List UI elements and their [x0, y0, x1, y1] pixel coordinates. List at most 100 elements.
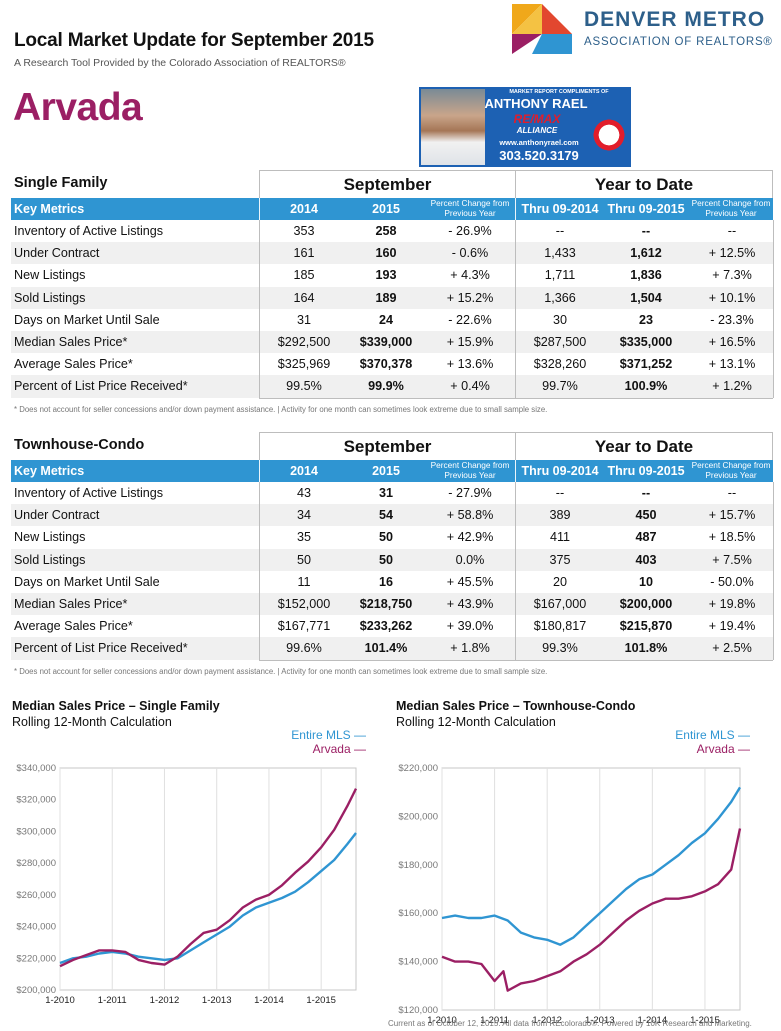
header-col: 2014: [290, 464, 318, 478]
period-header-ytd: Year to Date: [515, 432, 773, 460]
table-cell: $328,260: [533, 357, 587, 372]
y-tick-label: $320,000: [16, 795, 56, 806]
metric-label: Sold Listings: [14, 290, 86, 305]
table-cell: 164: [293, 290, 315, 305]
table-cell: + 12.5%: [708, 246, 756, 261]
table-cell: $287,500: [533, 334, 587, 349]
table-cell: 189: [375, 290, 397, 305]
table-cell: --: [555, 486, 565, 500]
table-cell: 450: [635, 508, 657, 523]
median-price-single-family-chart: 1-2010 1-2011 1-2012 1-2013 1-2014 1-2015 $200…: [16, 763, 358, 1006]
header-col: Thru 09-2015: [607, 202, 685, 216]
table-cell: 31: [378, 486, 393, 500]
table-cell: 258: [375, 224, 397, 238]
metric-label: Percent of List Price Received*: [14, 641, 188, 656]
x-tick-label: 1-2011: [98, 995, 127, 1006]
table-cell: $370,378: [359, 357, 413, 372]
table-cell: + 19.4%: [708, 619, 756, 634]
x-tick-label: 1-2012: [150, 995, 180, 1006]
table-cell: --: [641, 486, 651, 500]
x-tick-label: 1-2013: [202, 995, 232, 1006]
table-row: Percent of List Price Received* 99.5% 99.9…: [11, 375, 774, 398]
table-cell: + 13.6%: [446, 357, 494, 372]
table-cell: + 18.5%: [708, 530, 756, 545]
table-cell: + 16.5%: [708, 334, 756, 349]
metric-label: Under Contract: [14, 508, 100, 523]
table-cell: 35: [296, 530, 311, 545]
association-logo: DENVER METRO ASSOCIATION OF REALTORS®: [512, 4, 772, 54]
table-cell: 24: [378, 312, 393, 327]
table-cell: + 43.9%: [446, 596, 494, 611]
metric-label: Days on Market Until Sale: [14, 312, 160, 327]
table-cell: $215,870: [619, 619, 673, 634]
table-row: Under Contract 34 54 + 58.8% 389 450 + 15.7%: [11, 504, 774, 527]
header-key-metrics: Key Metrics: [14, 464, 85, 478]
table-cell: 101.8%: [624, 641, 668, 656]
table-cell: 34: [296, 508, 311, 523]
logo-line-1: DENVER METRO: [584, 8, 766, 31]
table-header-row: Key Metrics 2014 2015 Percent Change fro…: [11, 198, 773, 220]
table-cell: 54: [378, 508, 393, 523]
x-tick-label: 1-2013: [585, 1015, 615, 1026]
metric-label: Inventory of Active Listings: [14, 224, 164, 238]
table-row: New Listings 35 50 + 42.9% 411 487 + 18.5%: [11, 526, 774, 549]
x-tick-label: 1-2010: [427, 1015, 457, 1026]
table-row: Under Contract 161 160 - 0.6% 1,433 1,612 + 12…: [11, 242, 774, 265]
table-cell: + 4.3%: [450, 268, 490, 283]
table-cell: 99.6%: [286, 641, 322, 656]
y-tick-label: $180,000: [398, 860, 438, 871]
table-cell: - 27.9%: [448, 486, 492, 500]
table-cell: 20: [552, 574, 567, 589]
period-header-month: September: [259, 170, 515, 198]
table-cell: --: [727, 224, 737, 238]
city-name: Arvada: [13, 86, 143, 129]
header-key-metrics: Key Metrics: [14, 202, 85, 216]
table-cell: $152,000: [277, 596, 331, 611]
table-cell: 1,836: [630, 268, 662, 283]
table-cell: $371,252: [619, 357, 673, 372]
y-tick-label: $120,000: [398, 1005, 438, 1016]
table-header-row: Key Metrics 2014 2015 Percent Change fro…: [11, 460, 773, 482]
x-tick-label: 1-2012: [532, 1015, 562, 1026]
chart-subtitle: Rolling 12-Month Calculation: [396, 715, 556, 729]
agent-banner[interactable]: MARKET REPORT COMPLIMENTS OF ANTHONY RAE…: [419, 87, 631, 167]
table-cell: 411: [549, 530, 571, 545]
metric-label: Under Contract: [14, 246, 100, 261]
header-col: Thru 09-2014: [521, 202, 599, 216]
table-cell: $325,969: [277, 357, 331, 372]
series-line-entire-mls: [59, 832, 357, 965]
table-cell: + 39.0%: [446, 619, 494, 634]
table-cell: --: [727, 486, 737, 500]
chart-legend: Entire MLS — Arvada —: [675, 728, 750, 756]
table-cell: + 19.8%: [708, 596, 756, 611]
x-tick-label: 1-2014: [254, 995, 284, 1006]
header-col: Thru 09-2015: [607, 464, 685, 478]
table-row: Inventory of Active Listings 43 31 - 27.9% -…: [11, 482, 774, 505]
period-header-month: September: [259, 432, 515, 460]
agent-brand: RE/MAX: [513, 112, 561, 126]
table-cell: 43: [296, 486, 311, 500]
footnote: * Does not account for seller concession…: [14, 667, 548, 676]
y-tick-label: $140,000: [398, 957, 438, 968]
table-row: Average Sales Price* $167,771 $233,262 + 39…: [11, 615, 774, 638]
legend-label: Entire MLS: [675, 728, 735, 742]
table-cell: + 10.1%: [708, 290, 756, 305]
legend-label: Arvada: [696, 742, 735, 756]
table-cell: 100.9%: [624, 379, 668, 394]
table-body: Inventory of Active Listings 43 31 - 27.9% -…: [11, 482, 774, 661]
table-cell: --: [555, 224, 565, 238]
series-line-arvada: [441, 828, 742, 992]
table-cell: + 15.9%: [446, 334, 494, 349]
table-cell: --: [641, 224, 651, 238]
metric-label: Inventory of Active Listings: [14, 486, 164, 500]
chart-legend: Entire MLS — Arvada —: [291, 728, 366, 756]
y-tick-label: $160,000: [398, 908, 438, 919]
table-cell: 353: [293, 224, 315, 238]
table-cell: + 7.3%: [712, 268, 752, 283]
table-cell: $339,000: [359, 334, 413, 349]
table-cell: 487: [635, 530, 657, 545]
table-cell: 185: [293, 268, 315, 283]
agent-website[interactable]: www.anthonyrael.com: [499, 138, 579, 147]
chart-title: Median Sales Price – Townhouse-Condo: [396, 699, 636, 713]
table-cell: 160: [375, 246, 397, 261]
